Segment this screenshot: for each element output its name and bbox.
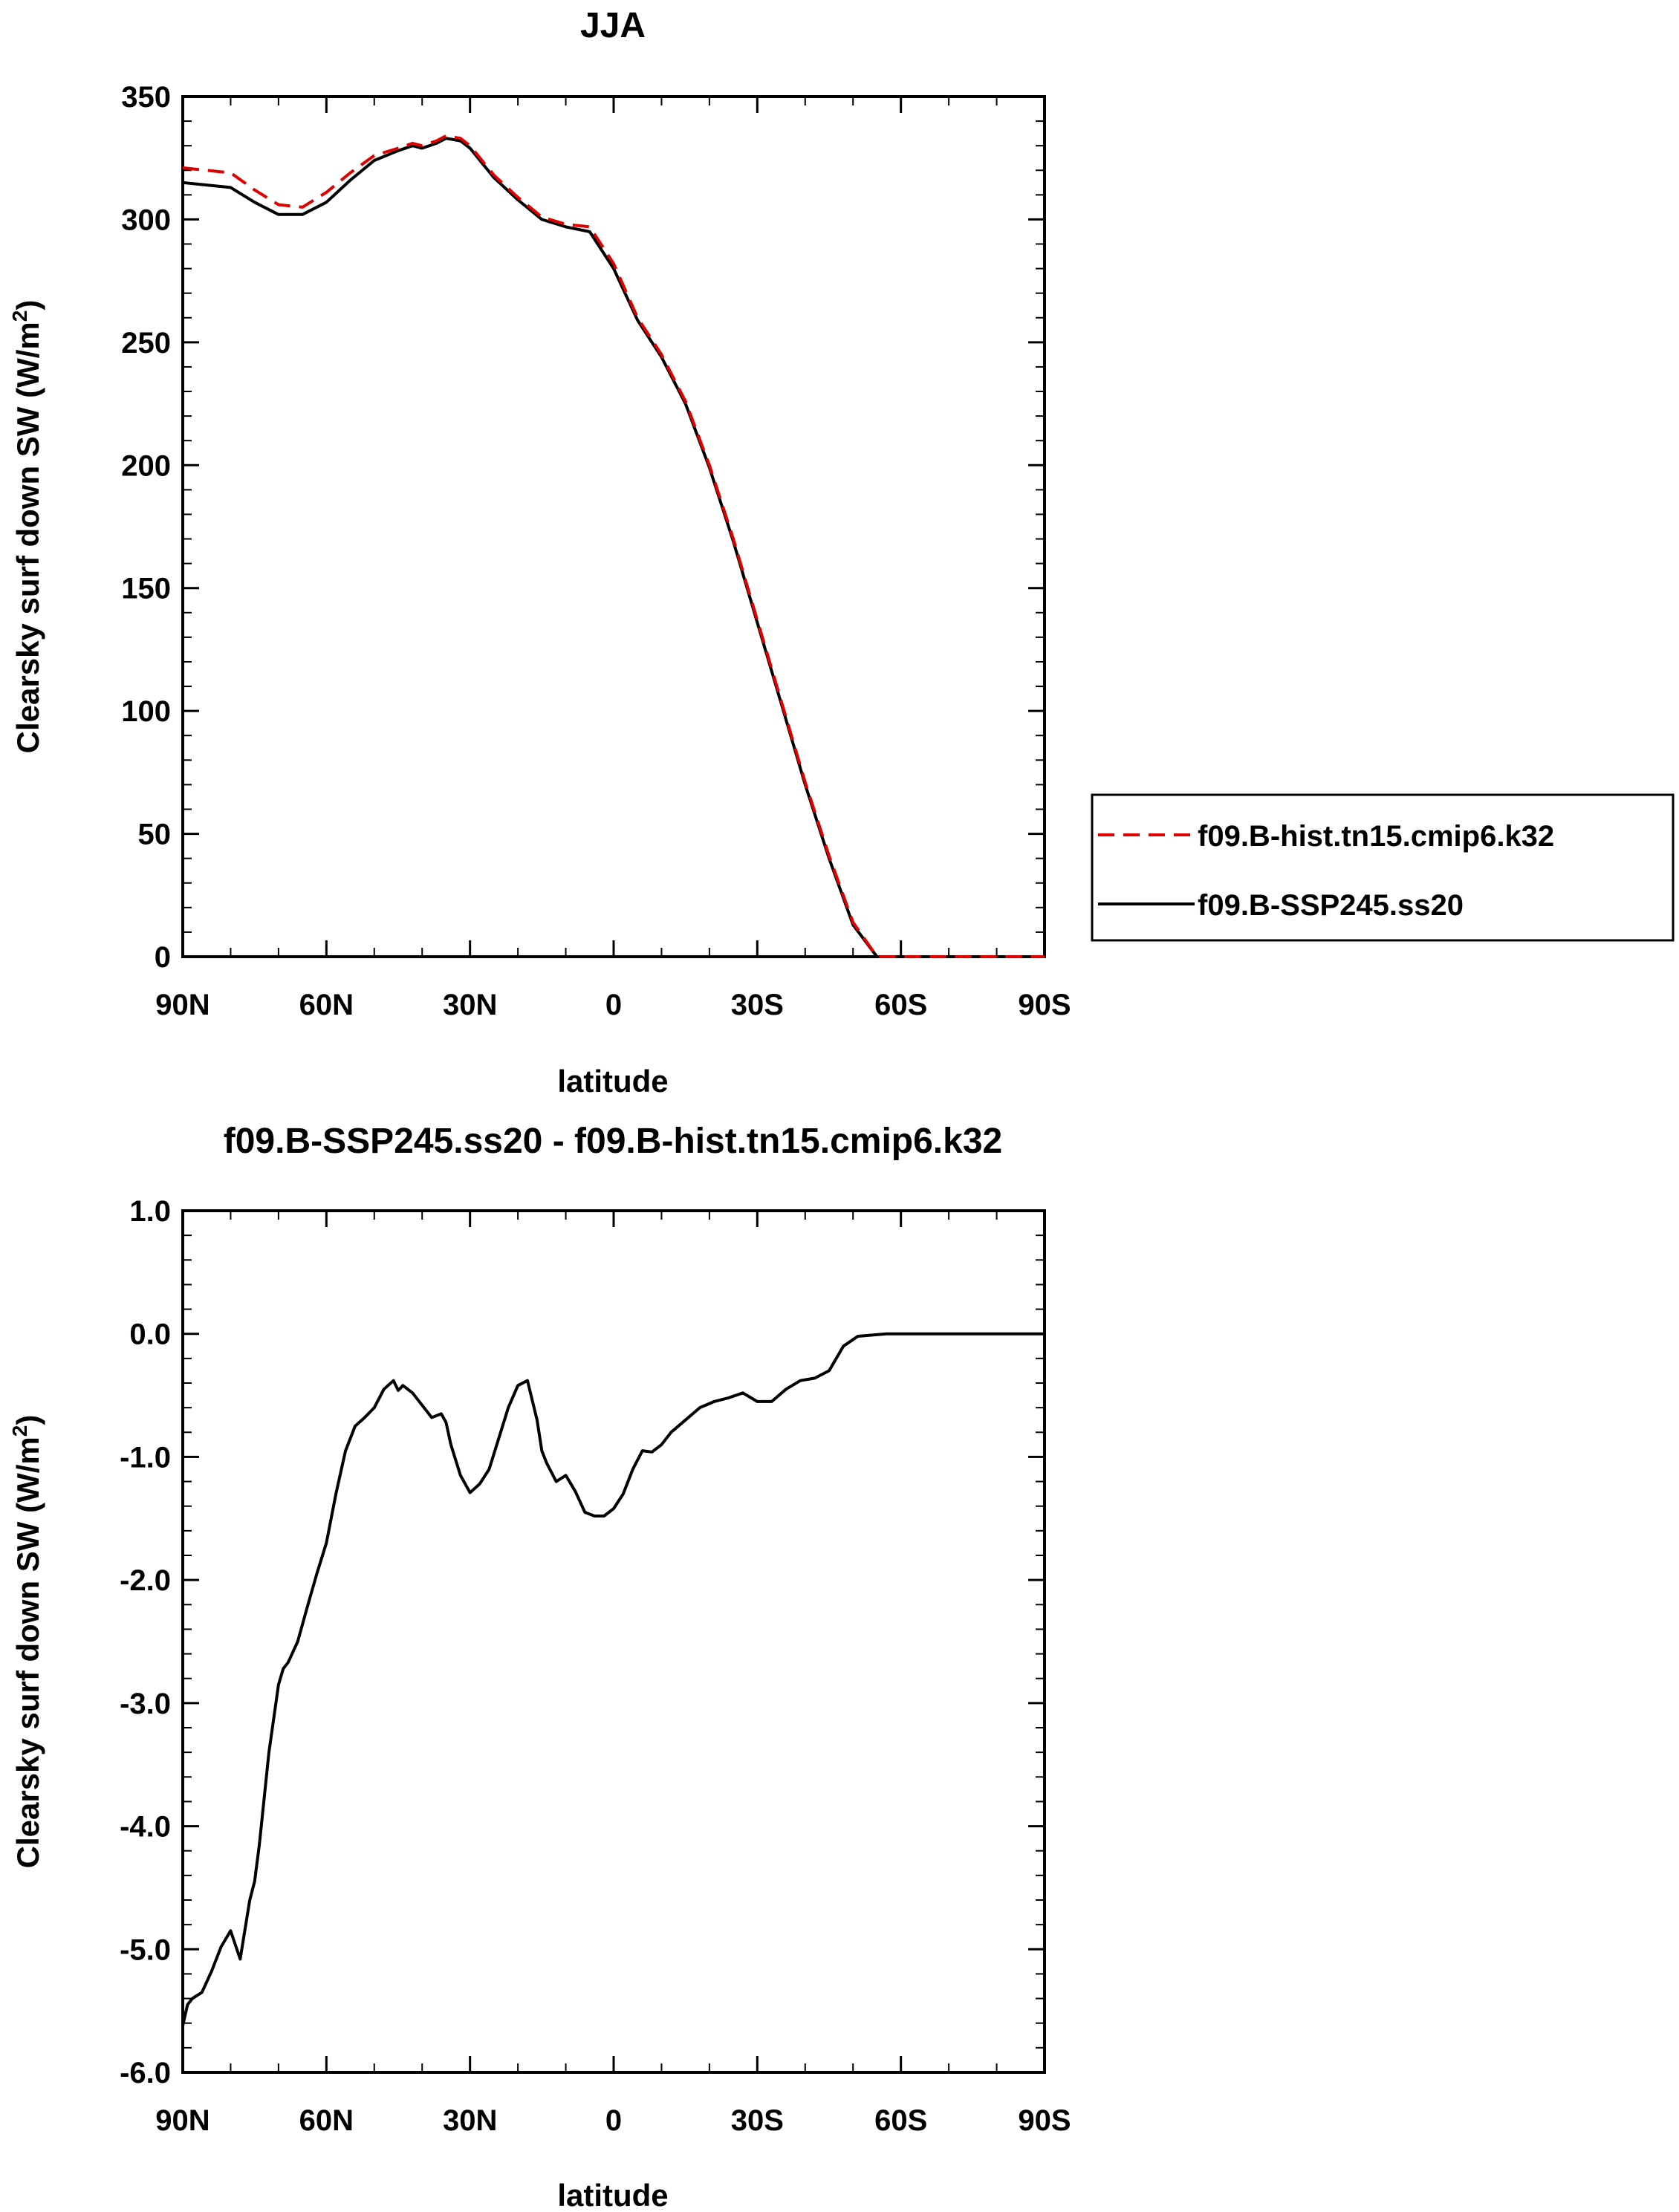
bottom-chart-title: f09.B-SSP245.ss20 - f09.B-hist.tn15.cmip… — [224, 1122, 1002, 1161]
top-panel: JJA 90N 60N 30N 0 30S 60S 90S 0 50 100 150 200 250 30… — [8, 6, 1071, 1099]
legend: f09.B-hist.tn15.cmip6.k32 f09.B-SSP245.s… — [1091, 793, 1675, 942]
bottom-plot-frame — [181, 1209, 1046, 2074]
top-xtick-label: 60S — [874, 989, 927, 1021]
bottom-ytick-label: 1.0 — [129, 1195, 171, 1228]
top-ytick-label: 250 — [121, 327, 171, 360]
top-ytick-label: 200 — [121, 449, 171, 482]
bottom-axis-ticks: 90N 60N 30N 0 30S 60S 90S 1.0 0.0 -1.0 -2.0 -3.0 -4.… — [120, 1195, 1071, 2137]
bottom-series-lines — [181, 1332, 1045, 2026]
bottom-xtick-label: 60S — [874, 2104, 927, 2137]
top-axis-ticks: 90N 60N 30N 0 30S 60S 90S 0 50 100 150 200 250 300 350 — [121, 81, 1071, 1021]
bottom-ytick-label: -6.0 — [120, 2057, 171, 2089]
top-series-line-0 — [182, 134, 1045, 958]
top-x-axis-label: latitude — [557, 1064, 668, 1099]
top-ytick-label: 350 — [121, 81, 171, 114]
bottom-y-axis-label: Clearsky surf down SW (W/m2) — [8, 1415, 45, 1869]
legend-label-ssp245: f09.B-SSP245.ss20 — [1198, 889, 1464, 922]
top-xtick-label: 30N — [443, 989, 497, 1021]
top-plot-frame — [181, 95, 1046, 958]
bottom-ytick-label: -5.0 — [120, 1933, 171, 1966]
bottom-ytick-label: -4.0 — [120, 1811, 171, 1844]
bottom-x-axis-label: latitude — [557, 2178, 668, 2212]
top-ytick-label: 300 — [121, 204, 171, 236]
top-xtick-label: 0 — [605, 989, 622, 1021]
bottom-xtick-label: 60N — [299, 2104, 354, 2137]
top-ytick-label: 50 — [138, 819, 172, 851]
bottom-xtick-label: 90N — [155, 2104, 210, 2137]
bottom-ytick-label: -3.0 — [120, 1688, 171, 1720]
top-y-axis-label: Clearsky surf down SW (W/m2) — [8, 300, 45, 754]
bottom-series-line-0 — [181, 1332, 1045, 2026]
top-chart-title: JJA — [580, 6, 646, 45]
bottom-xtick-label: 30S — [731, 2104, 784, 2137]
bottom-panel: f09.B-SSP245.ss20 - f09.B-hist.tn15.cmip… — [8, 1122, 1071, 2212]
top-xtick-label: 90N — [155, 989, 210, 1021]
bottom-ytick-label: -2.0 — [120, 1564, 171, 1597]
bottom-xtick-label: 90S — [1018, 2104, 1071, 2137]
top-ytick-label: 150 — [121, 573, 171, 605]
top-series-lines — [182, 134, 1045, 958]
top-xtick-label: 30S — [731, 989, 784, 1021]
bottom-xtick-label: 0 — [605, 2104, 622, 2137]
bottom-ytick-label: 0.0 — [129, 1318, 171, 1351]
legend-box — [1091, 793, 1675, 942]
bottom-xtick-label: 30N — [443, 2104, 497, 2137]
legend-label-hist: f09.B-hist.tn15.cmip6.k32 — [1198, 820, 1554, 853]
bottom-ytick-label: -1.0 — [120, 1441, 171, 1474]
top-xtick-label: 60N — [299, 989, 354, 1021]
top-xtick-label: 90S — [1018, 989, 1071, 1021]
top-ytick-label: 0 — [155, 941, 171, 974]
top-ytick-label: 100 — [121, 695, 171, 728]
